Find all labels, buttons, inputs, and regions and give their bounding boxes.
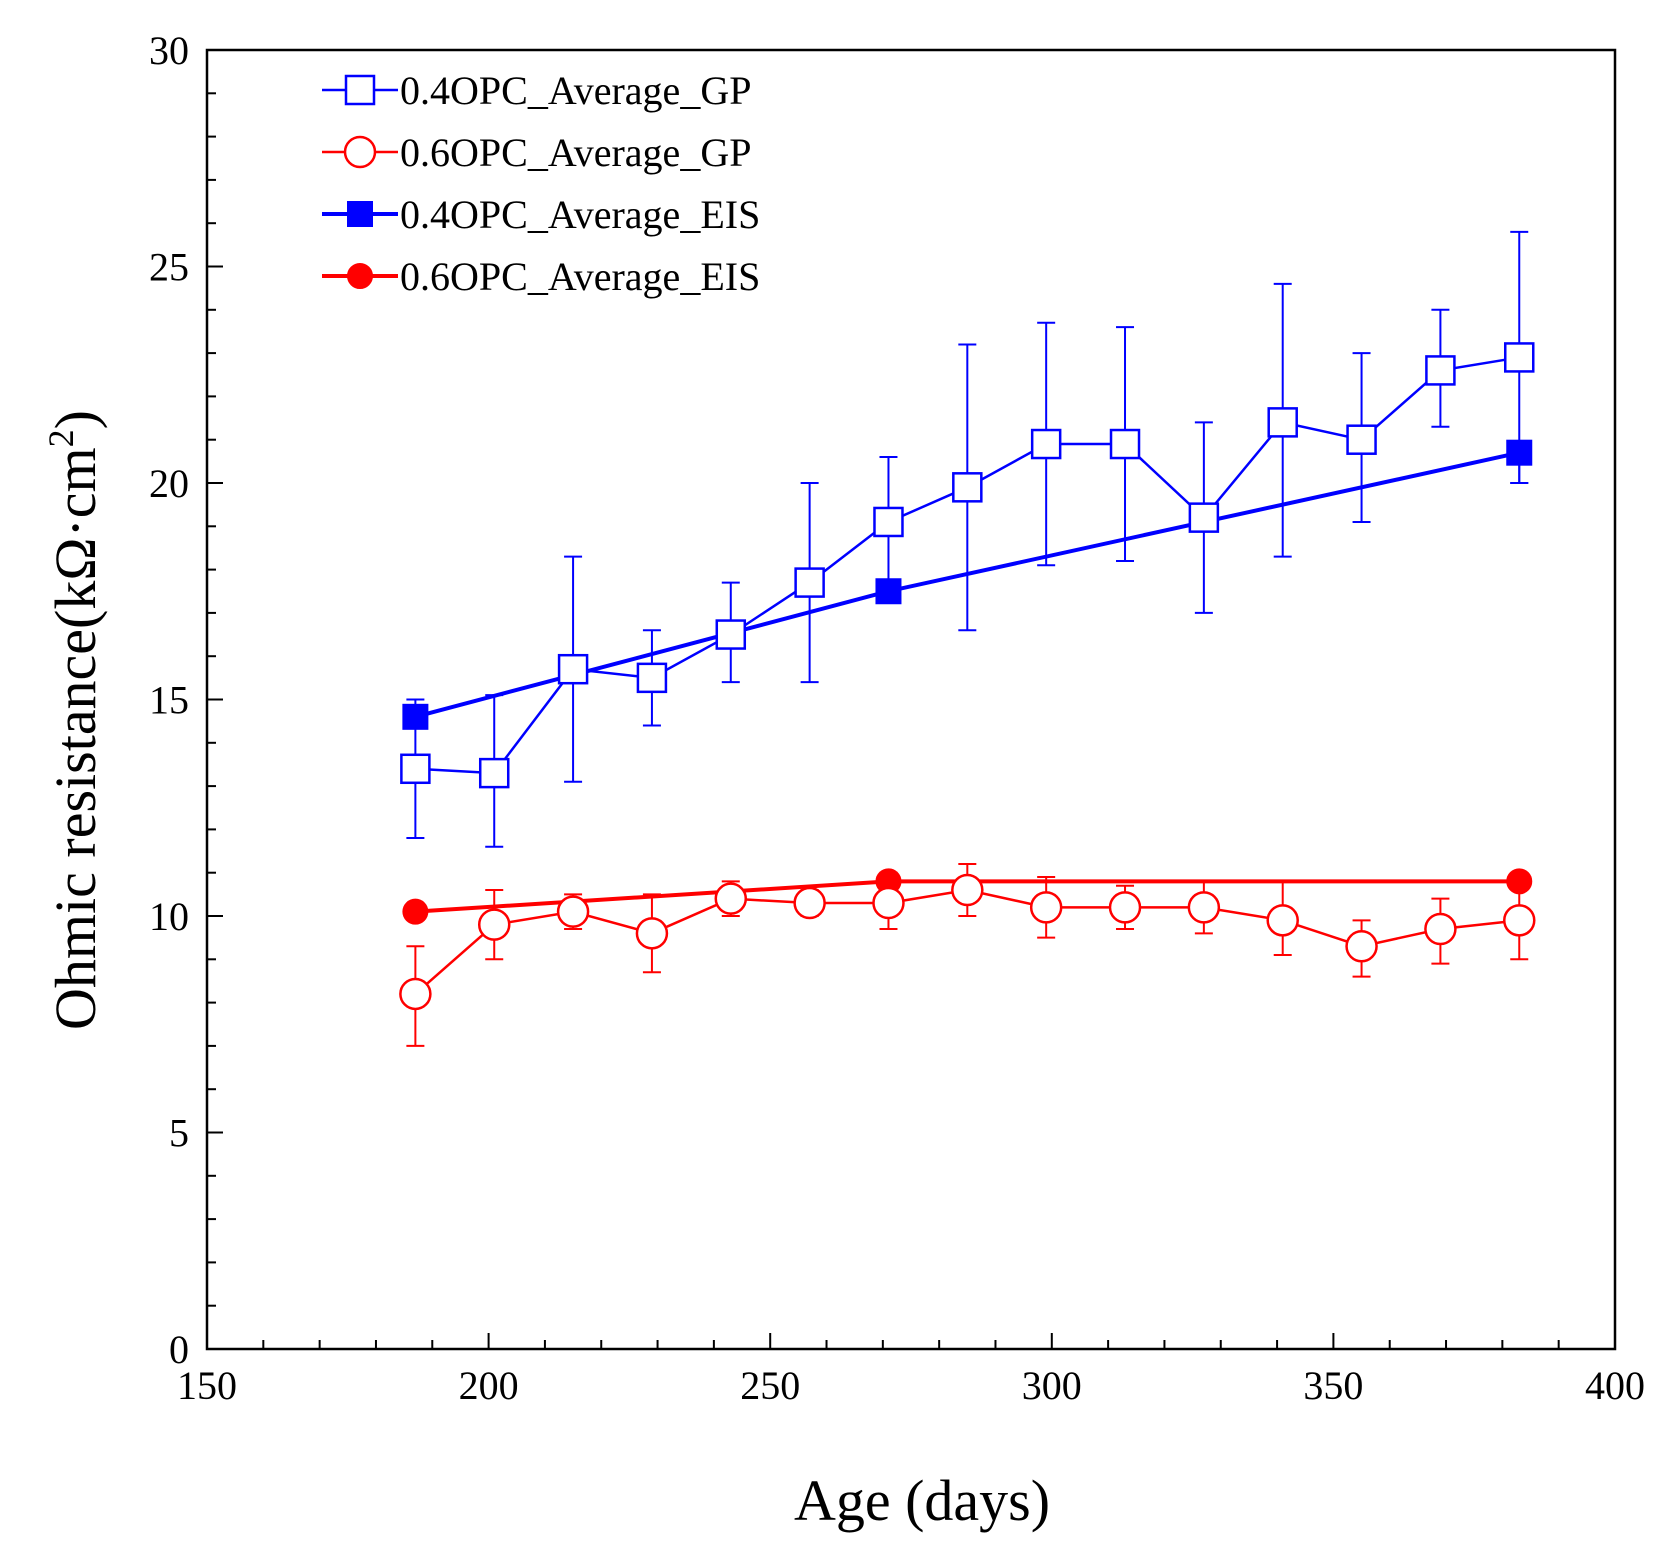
legend-label: 0.6OPC_Average_EIS	[400, 254, 760, 299]
data-point	[1346, 424, 1377, 455]
data-point	[1109, 428, 1141, 460]
data-point	[1345, 930, 1378, 963]
x-tick-label: 350	[1303, 1363, 1363, 1408]
data-point	[347, 263, 373, 289]
data-point	[347, 201, 373, 227]
legend: 0.4OPC_Average_GP 0.6OPC_Average_GP 0.4OPC…	[322, 68, 760, 299]
axes: 150 200 250 300 350 400 0 5 10 15 20 25 30	[149, 28, 1645, 1408]
data-point	[872, 886, 905, 920]
data-point	[635, 917, 669, 950]
y-tick-label: 25	[149, 245, 189, 290]
legend-item: 0.6OPC_Average_GP	[322, 130, 751, 175]
data-point	[399, 977, 432, 1011]
data-point	[715, 619, 747, 650]
data-point	[343, 135, 377, 169]
data-point	[873, 506, 904, 538]
data-point	[402, 898, 429, 925]
legend-label: 0.4OPC_Average_EIS	[400, 192, 760, 237]
legend-label: 0.4OPC_Average_GP	[400, 68, 751, 113]
data-point	[1030, 428, 1062, 460]
x-axis-title: Age (days)	[794, 1468, 1050, 1533]
x-tick-label: 400	[1585, 1363, 1645, 1408]
y-axis-title-close: )	[43, 410, 108, 429]
data-point	[714, 882, 748, 915]
data-point	[636, 662, 668, 694]
x-tick-label: 200	[459, 1363, 519, 1408]
data-point	[477, 908, 511, 941]
legend-item: 0.4OPC_Average_GP	[322, 68, 751, 113]
series-0.4OPC_Average_GP	[400, 230, 1535, 848]
data-point	[1503, 904, 1536, 937]
data-point	[952, 472, 983, 503]
data-point	[1029, 891, 1063, 924]
y-tick-label: 20	[149, 461, 189, 506]
data-point	[951, 873, 984, 907]
data-point	[556, 895, 590, 928]
data-point	[1187, 891, 1221, 924]
data-point	[1424, 912, 1457, 946]
data-point	[1267, 407, 1298, 438]
data-point	[793, 886, 826, 920]
data-point	[344, 74, 376, 106]
x-tick-label: 250	[740, 1363, 800, 1408]
series-0.6OPC_Average_GP	[399, 863, 1536, 1047]
x-tick-label: 150	[177, 1363, 237, 1408]
data-point	[794, 567, 825, 598]
data-point	[1188, 502, 1220, 533]
x-tick-label: 300	[1022, 1363, 1082, 1408]
y-tick-label: 5	[169, 1111, 189, 1156]
data-point	[400, 753, 431, 785]
data-point	[478, 757, 510, 789]
y-axis-title-main: Ohmic resistance(kΩ·cm	[43, 447, 108, 1030]
data-point	[1108, 891, 1142, 924]
y-axis-title-sup: 2	[41, 429, 81, 447]
y-tick-label: 10	[149, 894, 189, 939]
y-tick-label: 0	[169, 1327, 189, 1372]
y-tick-label: 30	[149, 28, 189, 73]
data-point	[1504, 342, 1535, 373]
y-axis-title: Ohmic resistance(kΩ·cm2)	[41, 410, 108, 1030]
legend-label: 0.6OPC_Average_GP	[400, 130, 751, 175]
y-tick-label: 15	[149, 678, 189, 723]
data-point	[557, 653, 589, 685]
legend-item: 0.6OPC_Average_EIS	[322, 254, 760, 299]
series-layer	[399, 230, 1536, 1047]
legend-item: 0.4OPC_Average_EIS	[322, 192, 760, 237]
data-point	[1425, 355, 1456, 386]
data-point	[1266, 904, 1299, 937]
